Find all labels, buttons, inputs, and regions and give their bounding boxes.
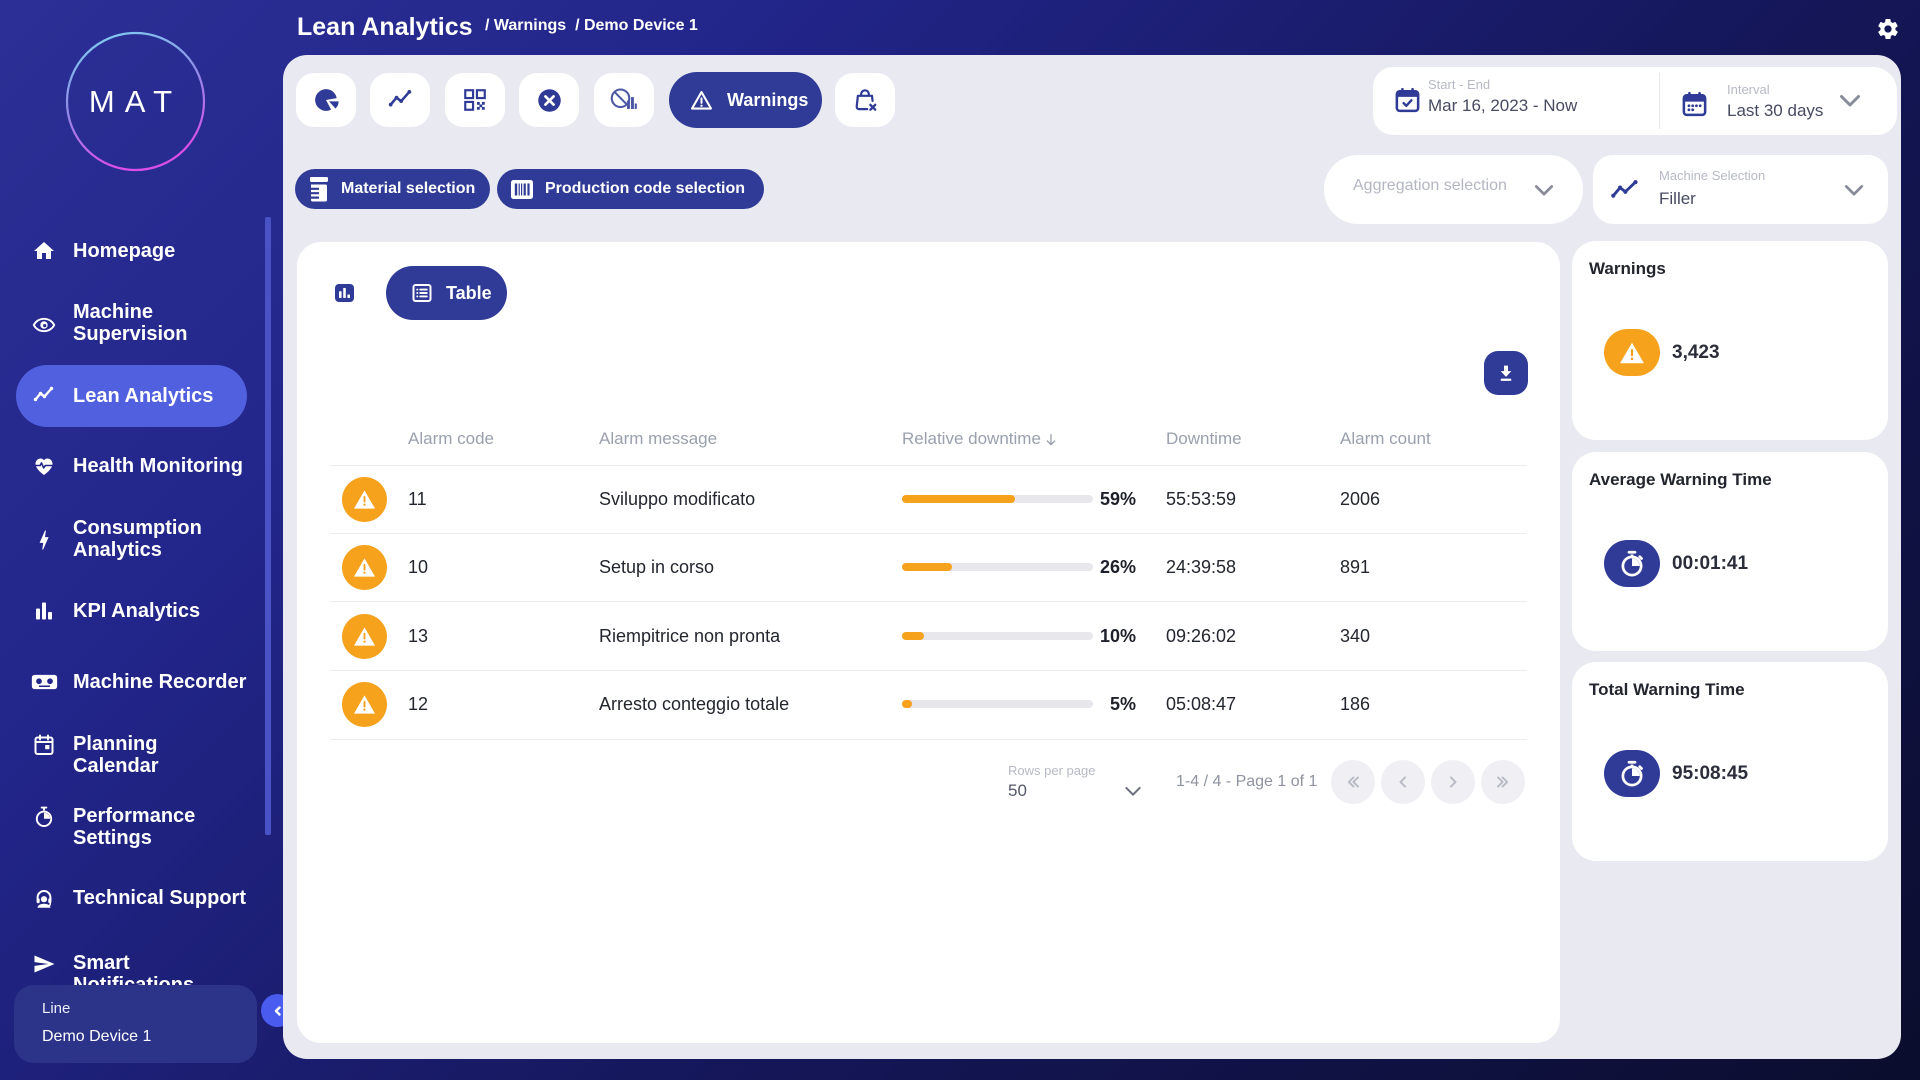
svg-text:MAT: MAT: [89, 84, 182, 119]
